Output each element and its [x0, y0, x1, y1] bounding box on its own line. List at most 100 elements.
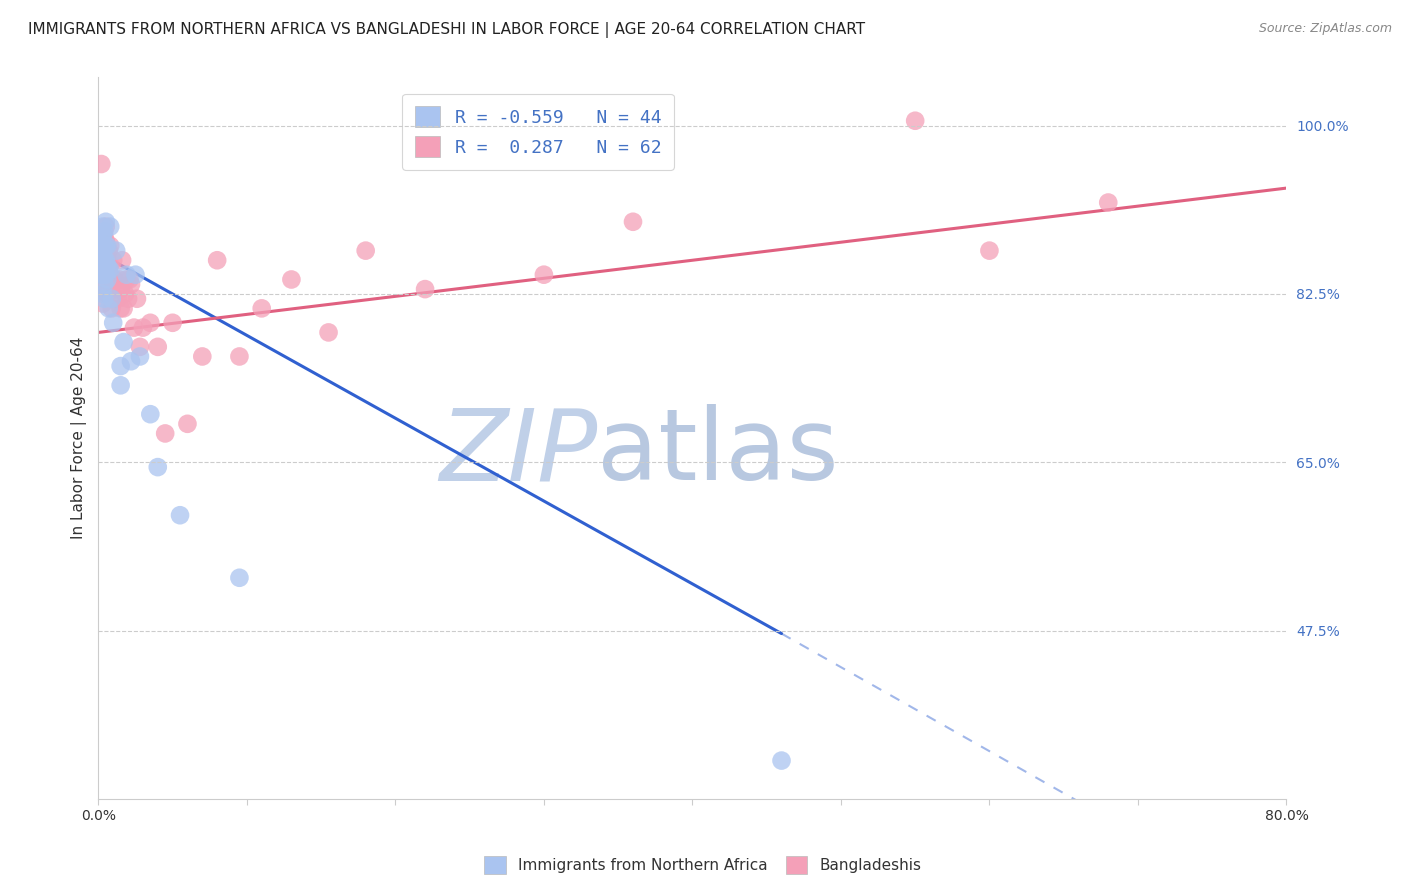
Point — [98, 258, 121, 272]
Text: IMMIGRANTS FROM NORTHERN AFRICA VS BANGLADESHI IN LABOR FORCE | AGE 20-64 CORREL: IMMIGRANTS FROM NORTHERN AFRICA VS BANGL… — [28, 22, 865, 38]
Point — [115, 272, 138, 286]
Point — [146, 340, 169, 354]
Point — [91, 287, 114, 301]
Point — [91, 239, 114, 253]
Point — [96, 248, 118, 262]
Point — [112, 301, 135, 316]
Point — [93, 292, 115, 306]
Legend: R = -0.559   N = 44, R =  0.287   N = 62: R = -0.559 N = 44, R = 0.287 N = 62 — [402, 94, 673, 169]
Point — [110, 301, 132, 316]
Point — [103, 292, 125, 306]
Text: atlas: atlas — [598, 404, 839, 501]
Point — [91, 229, 114, 244]
Point — [94, 234, 117, 248]
Point — [110, 378, 132, 392]
Point — [90, 277, 112, 292]
Point — [132, 320, 155, 334]
Point — [169, 508, 191, 523]
Point — [90, 268, 112, 282]
Point — [98, 219, 121, 234]
Point — [93, 253, 115, 268]
Point — [91, 219, 114, 234]
Point — [904, 113, 927, 128]
Point — [100, 292, 122, 306]
Point — [90, 229, 112, 244]
Point — [91, 268, 114, 282]
Point — [97, 263, 120, 277]
Point — [228, 350, 250, 364]
Point — [91, 258, 114, 272]
Point — [90, 239, 112, 253]
Point — [117, 292, 139, 306]
Point — [93, 224, 115, 238]
Point — [94, 219, 117, 234]
Point — [115, 268, 138, 282]
Point — [122, 320, 145, 334]
Point — [91, 248, 114, 262]
Point — [93, 229, 115, 244]
Point — [413, 282, 436, 296]
Y-axis label: In Labor Force | Age 20-64: In Labor Force | Age 20-64 — [72, 337, 87, 540]
Point — [100, 272, 122, 286]
Point — [205, 253, 228, 268]
Point — [98, 263, 121, 277]
Point — [94, 215, 117, 229]
Point — [97, 263, 120, 277]
Point — [621, 215, 644, 229]
Point — [93, 258, 115, 272]
Point — [118, 272, 141, 286]
Point — [97, 282, 120, 296]
Point — [124, 268, 146, 282]
Text: Source: ZipAtlas.com: Source: ZipAtlas.com — [1258, 22, 1392, 36]
Point — [97, 301, 120, 316]
Point — [112, 334, 135, 349]
Point — [111, 253, 134, 268]
Point — [98, 282, 121, 296]
Text: ZIP: ZIP — [439, 404, 598, 501]
Point — [103, 253, 125, 268]
Point — [250, 301, 273, 316]
Point — [91, 296, 114, 310]
Point — [318, 326, 340, 340]
Point — [146, 460, 169, 475]
Point — [103, 316, 125, 330]
Point — [94, 268, 117, 282]
Point — [96, 239, 118, 253]
Legend: Immigrants from Northern Africa, Bangladeshis: Immigrants from Northern Africa, Banglad… — [478, 850, 928, 880]
Point — [114, 287, 136, 301]
Point — [139, 407, 162, 421]
Point — [1097, 195, 1119, 210]
Point — [96, 258, 118, 272]
Point — [162, 316, 184, 330]
Point — [94, 248, 117, 262]
Point — [107, 292, 129, 306]
Point — [110, 282, 132, 296]
Point — [100, 301, 122, 316]
Point — [533, 268, 555, 282]
Point — [93, 239, 115, 253]
Point — [94, 268, 117, 282]
Point — [96, 287, 118, 301]
Point — [105, 244, 128, 258]
Point — [89, 258, 111, 272]
Point — [103, 272, 125, 286]
Point — [97, 244, 120, 258]
Point — [228, 571, 250, 585]
Point — [93, 244, 115, 258]
Point — [120, 277, 142, 292]
Point — [93, 277, 115, 292]
Point — [280, 272, 302, 286]
Point — [96, 272, 118, 286]
Point — [105, 282, 128, 296]
Point — [104, 272, 127, 286]
Point — [770, 754, 793, 768]
Point — [96, 268, 118, 282]
Point — [94, 239, 117, 253]
Point — [90, 157, 112, 171]
Point — [125, 292, 148, 306]
Point — [93, 268, 115, 282]
Point — [90, 253, 112, 268]
Point — [98, 239, 121, 253]
Point — [979, 244, 1001, 258]
Point — [354, 244, 377, 258]
